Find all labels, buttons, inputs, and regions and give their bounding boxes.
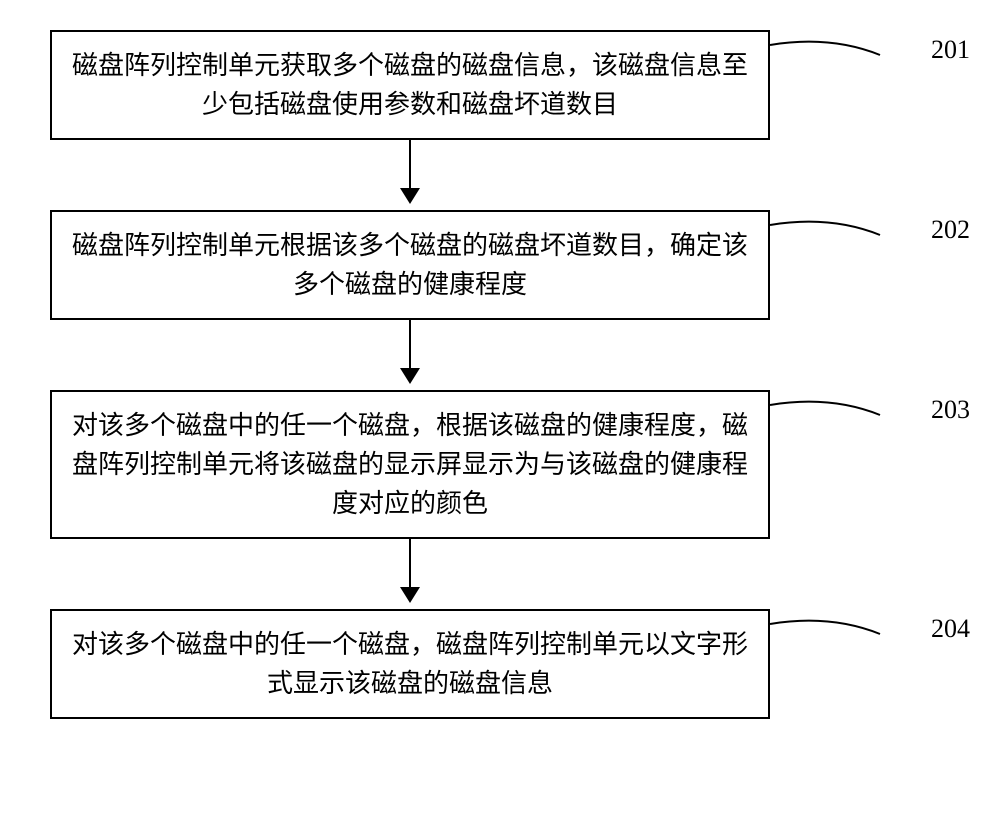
step-text: 对该多个磁盘中的任一个磁盘，磁盘阵列控制单元以文字形式显示该磁盘的磁盘信息 [72, 630, 748, 698]
arrow-line [409, 539, 411, 594]
step-row-1: 磁盘阵列控制单元获取多个磁盘的磁盘信息，该磁盘信息至少包括磁盘使用参数和磁盘坏道… [50, 30, 950, 140]
step-label-2: 202 [931, 215, 970, 245]
arrow-line [409, 140, 411, 195]
arrow-head-icon [400, 587, 420, 603]
step-label-4: 204 [931, 614, 970, 644]
step-box-3: 对该多个磁盘中的任一个磁盘，根据该磁盘的健康程度，磁盘阵列控制单元将该磁盘的显示… [50, 390, 770, 539]
label-connector-3 [770, 390, 910, 440]
arrow-connector-2 [50, 320, 770, 390]
step-row-3: 对该多个磁盘中的任一个磁盘，根据该磁盘的健康程度，磁盘阵列控制单元将该磁盘的显示… [50, 390, 950, 539]
arrow-connector-3 [50, 539, 770, 609]
label-connector-1 [770, 30, 910, 80]
step-box-4: 对该多个磁盘中的任一个磁盘，磁盘阵列控制单元以文字形式显示该磁盘的磁盘信息 [50, 609, 770, 719]
step-label-1: 201 [931, 35, 970, 65]
flowchart-container: 磁盘阵列控制单元获取多个磁盘的磁盘信息，该磁盘信息至少包括磁盘使用参数和磁盘坏道… [50, 30, 950, 719]
arrow-head-icon [400, 368, 420, 384]
label-connector-2 [770, 210, 910, 260]
step-row-2: 磁盘阵列控制单元根据该多个磁盘的磁盘坏道数目，确定该多个磁盘的健康程度 202 [50, 210, 950, 320]
arrow-line [409, 320, 411, 375]
step-row-4: 对该多个磁盘中的任一个磁盘，磁盘阵列控制单元以文字形式显示该磁盘的磁盘信息 20… [50, 609, 950, 719]
arrow-connector-1 [50, 140, 770, 210]
label-connector-4 [770, 609, 910, 659]
step-box-1: 磁盘阵列控制单元获取多个磁盘的磁盘信息，该磁盘信息至少包括磁盘使用参数和磁盘坏道… [50, 30, 770, 140]
step-box-2: 磁盘阵列控制单元根据该多个磁盘的磁盘坏道数目，确定该多个磁盘的健康程度 [50, 210, 770, 320]
step-text: 对该多个磁盘中的任一个磁盘，根据该磁盘的健康程度，磁盘阵列控制单元将该磁盘的显示… [72, 411, 748, 518]
step-text: 磁盘阵列控制单元根据该多个磁盘的磁盘坏道数目，确定该多个磁盘的健康程度 [72, 231, 748, 299]
step-text: 磁盘阵列控制单元获取多个磁盘的磁盘信息，该磁盘信息至少包括磁盘使用参数和磁盘坏道… [72, 51, 748, 119]
arrow-head-icon [400, 188, 420, 204]
step-label-3: 203 [931, 395, 970, 425]
